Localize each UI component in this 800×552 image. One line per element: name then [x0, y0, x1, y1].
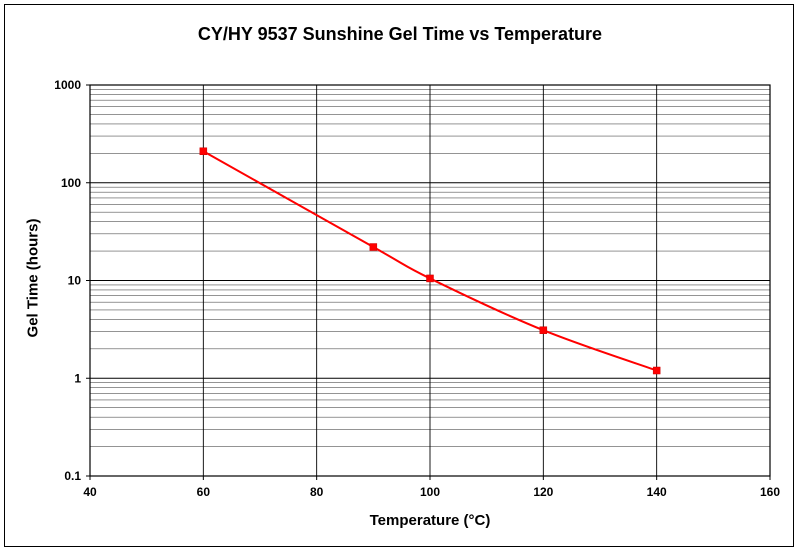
x-tick-label: 80 [310, 485, 324, 499]
data-point-marker [199, 147, 208, 156]
data-point-marker [539, 326, 548, 334]
data-point-marker [369, 243, 378, 251]
y-tick-label: 100 [61, 176, 81, 190]
x-tick-label: 40 [83, 485, 97, 499]
y-tick-label: 0.1 [64, 469, 81, 483]
y-tick-label: 10 [68, 274, 82, 288]
x-axis-label: Temperature (°C) [369, 512, 491, 529]
y-tick-label: 1000 [54, 78, 81, 92]
x-tick-label: 160 [760, 485, 780, 499]
x-tick-label: 100 [420, 485, 440, 499]
x-tick-label: 60 [197, 485, 211, 499]
y-tick-label: 1 [74, 371, 81, 385]
chart-title: CY/HY 9537 Sunshine Gel Time vs Temperat… [197, 24, 603, 44]
data-point-marker [426, 274, 434, 283]
x-tick-label: 120 [533, 485, 553, 499]
data-point-marker [652, 366, 661, 375]
x-tick-label: 140 [647, 485, 667, 499]
